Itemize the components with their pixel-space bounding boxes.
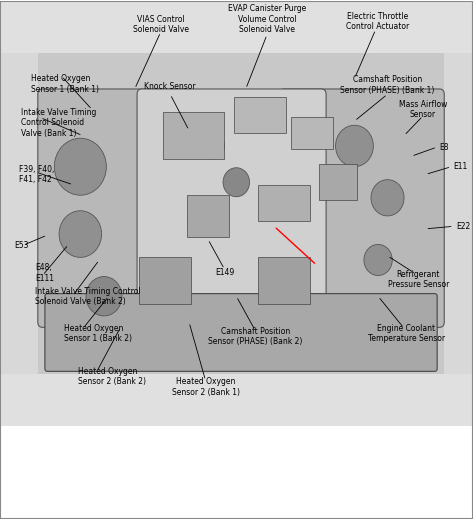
FancyBboxPatch shape [137, 89, 326, 307]
Bar [0, 1, 473, 53]
Text: Heated Oxygen
Sensor 2 (Bank 2): Heated Oxygen Sensor 2 (Bank 2) [78, 367, 146, 386]
Text: Engine Coolant
Temperature Sensor: Engine Coolant Temperature Sensor [368, 324, 445, 343]
Circle shape [55, 138, 106, 195]
Circle shape [371, 180, 404, 216]
Circle shape [59, 211, 101, 257]
Text: Intake Valve Timing Control
Solenoid Valve (Bank 2): Intake Valve Timing Control Solenoid Val… [36, 286, 141, 306]
Bar [0, 53, 38, 374]
Text: E48,
E111: E48, E111 [36, 263, 55, 283]
FancyBboxPatch shape [33, 48, 449, 379]
Text: E53: E53 [14, 241, 29, 250]
FancyBboxPatch shape [257, 257, 310, 304]
Text: Heated Oxygen
Sensor 1 (Bank 2): Heated Oxygen Sensor 1 (Bank 2) [64, 324, 132, 343]
FancyBboxPatch shape [279, 89, 444, 327]
Text: Heated Oxygen
Sensor 1 (Bank 1): Heated Oxygen Sensor 1 (Bank 1) [31, 74, 99, 93]
FancyBboxPatch shape [187, 195, 229, 237]
Text: Camshaft Position
Sensor (PHASE) (Bank 2): Camshaft Position Sensor (PHASE) (Bank 2… [208, 327, 302, 346]
Circle shape [336, 125, 374, 167]
FancyBboxPatch shape [257, 185, 310, 221]
Text: E22: E22 [456, 222, 470, 231]
Circle shape [223, 168, 249, 197]
Text: EVAP Canister Purge
Volume Control
Solenoid Valve: EVAP Canister Purge Volume Control Solen… [228, 4, 306, 34]
FancyBboxPatch shape [38, 89, 189, 327]
FancyBboxPatch shape [234, 97, 286, 133]
Text: Intake Valve Timing
Control Solenoid
Valve (Bank 1): Intake Valve Timing Control Solenoid Val… [21, 108, 97, 138]
FancyBboxPatch shape [45, 294, 437, 372]
Text: E11: E11 [454, 162, 468, 171]
Bar [444, 53, 473, 374]
FancyBboxPatch shape [319, 164, 357, 200]
Circle shape [86, 277, 122, 316]
Text: Refrigerant
Pressure Sensor: Refrigerant Pressure Sensor [388, 270, 449, 290]
Text: VIAS Control
Solenoid Valve: VIAS Control Solenoid Valve [133, 15, 189, 34]
Text: Knock Sensor: Knock Sensor [144, 82, 196, 91]
Bar [0, 374, 473, 426]
Text: F39, F40,
F41, F42: F39, F40, F41, F42 [19, 165, 55, 184]
FancyBboxPatch shape [291, 117, 333, 148]
Text: Heated Oxygen
Sensor 2 (Bank 1): Heated Oxygen Sensor 2 (Bank 1) [172, 377, 239, 397]
FancyBboxPatch shape [139, 257, 191, 304]
Text: Mass Airflow
Sensor: Mass Airflow Sensor [399, 100, 447, 119]
Text: E8: E8 [439, 143, 449, 152]
Circle shape [201, 133, 225, 159]
Text: Electric Throttle
Control Actuator: Electric Throttle Control Actuator [346, 12, 410, 31]
Circle shape [364, 244, 392, 276]
Text: Camshaft Position
Sensor (PHASE) (Bank 1): Camshaft Position Sensor (PHASE) (Bank 1… [340, 75, 435, 94]
Text: E149: E149 [215, 268, 234, 278]
Circle shape [188, 207, 209, 230]
FancyBboxPatch shape [163, 112, 225, 159]
